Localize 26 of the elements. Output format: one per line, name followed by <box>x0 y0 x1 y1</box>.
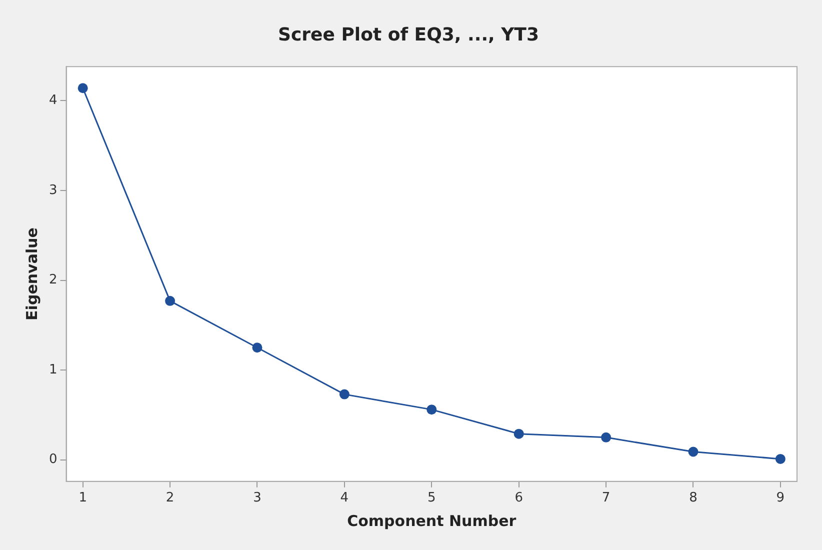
x-tick-label: 5 <box>427 490 436 506</box>
point <box>252 342 262 353</box>
x-tick-label: 8 <box>689 490 698 506</box>
x-tick-label: 3 <box>253 490 262 506</box>
y-tick-label: 3 <box>48 182 58 198</box>
x-tick-label: 4 <box>340 490 349 506</box>
point <box>165 296 176 306</box>
point <box>775 454 786 464</box>
x-tick-label: 2 <box>166 490 174 506</box>
point <box>78 83 88 94</box>
point <box>426 404 437 415</box>
point <box>514 428 524 439</box>
y-tick-label: 1 <box>48 362 58 378</box>
point <box>601 432 612 442</box>
chart-title: Scree Plot of EQ3, ..., YT3 <box>278 24 539 46</box>
y-axis-title: Eigenvalue <box>22 228 41 320</box>
y-tick-label: 0 <box>48 452 58 468</box>
y-tick-label: 2 <box>48 272 58 288</box>
y-tick-label: 4 <box>48 93 58 108</box>
point <box>688 446 698 457</box>
x-tick-label: 7 <box>602 490 610 506</box>
point <box>339 389 350 400</box>
x-tick-label: 6 <box>514 490 523 506</box>
x-tick-label: 9 <box>776 490 785 506</box>
x-axis-title: Component Number <box>347 512 517 530</box>
x-tick-label: 1 <box>78 490 87 506</box>
